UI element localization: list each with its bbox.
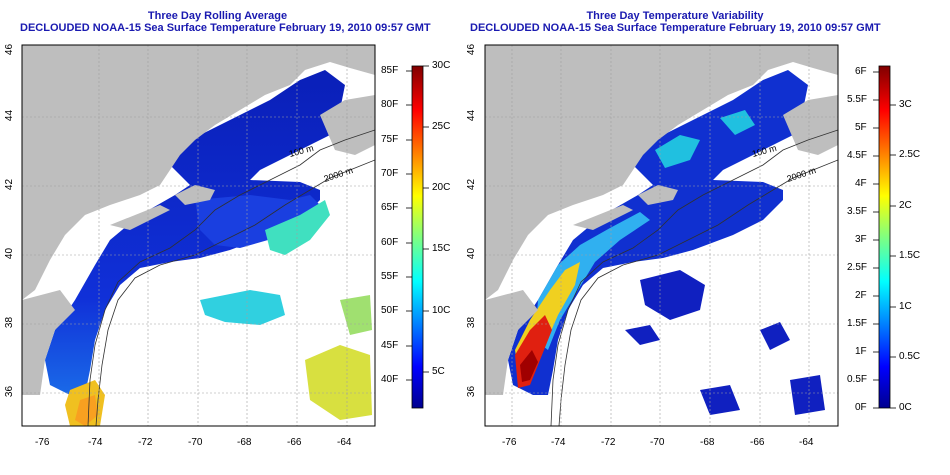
panel1-land-cape-cod	[175, 185, 215, 205]
panel2-colorbar	[878, 65, 891, 409]
colorbar-label: 80F	[381, 99, 399, 110]
colorbar-label: 1.5C	[899, 250, 921, 261]
panel2-y-tick: 42	[466, 178, 478, 191]
panel1-land-nova-scotia	[320, 95, 375, 155]
panel1-sst-warm2	[75, 395, 98, 426]
panel1-y-tick: 42	[4, 178, 16, 191]
colorbar-label: 30C	[432, 60, 451, 71]
panel1-x-tick: -74	[88, 437, 103, 448]
colorbar-label: 40F	[381, 374, 399, 385]
colorbar-label: 3.5F	[847, 206, 868, 217]
colorbar-label: 4.5F	[847, 150, 868, 161]
panel2-x-tick: -66	[750, 437, 765, 448]
panel2-land-nova-scotia	[783, 95, 838, 155]
colorbar-label: 65F	[381, 202, 399, 213]
panel1-x-tick: -76	[35, 437, 50, 448]
panel1-y-tick: 38	[4, 316, 16, 329]
panel1-y-tick: 40	[4, 247, 16, 260]
panel2-x-tick: -74	[551, 437, 566, 448]
panel2-x-tick: -72	[601, 437, 616, 448]
panel1-x-tick: -66	[287, 437, 302, 448]
panel2-y-tick: 36	[466, 385, 478, 398]
panel2-grid	[485, 45, 838, 426]
panel1-colorbar	[411, 65, 424, 409]
panel2-land-cape-cod	[638, 185, 678, 205]
colorbar-label: 85F	[381, 65, 399, 76]
panel1-y-tick: 44	[4, 109, 16, 122]
panel1-x-tick: -72	[138, 437, 153, 448]
panel2-contour-100m	[550, 129, 838, 426]
colorbar-label: 6F	[855, 66, 867, 77]
panel1-y-tick: 36	[4, 385, 16, 398]
panel1-frame	[21, 44, 376, 427]
colorbar-label: 2C	[899, 200, 912, 211]
colorbar-label: 0.5F	[847, 374, 868, 385]
colorbar-label: 3F	[855, 234, 867, 245]
panel1-x-tick: -68	[237, 437, 252, 448]
colorbar-label: 2F	[855, 290, 867, 301]
panel1-title-line2: DECLOUDED NOAA-15 Sea Surface Temperatur…	[20, 22, 431, 34]
panel2-x-tick: -68	[700, 437, 715, 448]
colorbar-label: 10C	[432, 305, 451, 316]
colorbar-label: 1C	[899, 301, 912, 312]
colorbar-label: 60F	[381, 237, 399, 248]
panel2-title-line2: DECLOUDED NOAA-15 Sea Surface Temperatur…	[470, 22, 881, 34]
panel1-colorbar-ticks	[406, 65, 429, 381]
colorbar-label: 0F	[855, 402, 867, 413]
colorbar-label: 45F	[381, 340, 399, 351]
panel2-y-tick: 38	[466, 316, 478, 329]
colorbar-label: 2.5F	[847, 262, 868, 273]
colorbar-label: 0C	[899, 402, 912, 413]
colorbar-label: 1.5F	[847, 318, 868, 329]
panel1-y-tick: 46	[4, 43, 16, 56]
colorbar-label: 5C	[432, 366, 445, 377]
panel1-title-line1: Three Day Rolling Average	[147, 10, 288, 22]
colorbar-label: 25C	[432, 121, 451, 132]
colorbar-label: 20C	[432, 182, 451, 193]
colorbar-label: 70F	[381, 168, 399, 179]
panel2-var-gulfmaine-highlights	[655, 110, 755, 168]
panel1-land	[22, 45, 375, 395]
colorbar-label: 15C	[432, 243, 451, 254]
panel1-x-tick: -64	[337, 437, 352, 448]
panel2-land-long-island	[573, 205, 633, 230]
colorbar-label: 4F	[855, 178, 867, 189]
panel2-colorbar-ticks	[873, 71, 896, 409]
panel2-var-shelf	[508, 70, 808, 395]
panel2-y-tick: 44	[466, 109, 478, 122]
panel1-x-tick: -70	[188, 437, 203, 448]
colorbar-label: 3C	[899, 99, 912, 110]
panel2-title-line1: Three Day Temperature Variability	[586, 10, 764, 22]
colorbar-label: 5F	[855, 122, 867, 133]
panel1-contour-100m	[87, 129, 375, 426]
panel2-y-tick: 46	[466, 43, 478, 56]
colorbar-label: 2.5C	[899, 149, 921, 160]
panel1-sst-shelf	[45, 70, 345, 395]
panel1-sst-cyan-patch	[200, 290, 285, 325]
panel2-land	[485, 45, 838, 395]
panel1-sst-cyan-patch2	[265, 200, 330, 255]
colorbar-label: 5.5F	[847, 94, 868, 105]
panel2-frame	[484, 44, 839, 427]
panel1-sst-offshore	[195, 195, 320, 248]
colorbar-label: 1F	[855, 346, 867, 357]
panel1-title: Three Day Rolling Average DECLOUDED NOAA…	[20, 10, 431, 34]
panel1-grid	[22, 45, 375, 426]
panel1-land-long-island	[110, 205, 170, 230]
colorbar-label: 0.5C	[899, 351, 921, 362]
panel2-var-darkred	[520, 350, 538, 382]
panel2-var-scatter	[625, 270, 825, 415]
panel2-y-tick: 40	[466, 247, 478, 260]
panel2-x-tick: -70	[650, 437, 665, 448]
panel2-title: Three Day Temperature Variability DECLOU…	[470, 10, 881, 34]
panel2-x-tick: -76	[502, 437, 517, 448]
panel2-x-tick: -64	[799, 437, 814, 448]
panel1-sst-green-patch	[340, 295, 372, 335]
panel1-sst-yellow-patch	[305, 345, 372, 420]
colorbar-label: 50F	[381, 305, 399, 316]
colorbar-label: 55F	[381, 271, 399, 282]
colorbar-label: 75F	[381, 134, 399, 145]
